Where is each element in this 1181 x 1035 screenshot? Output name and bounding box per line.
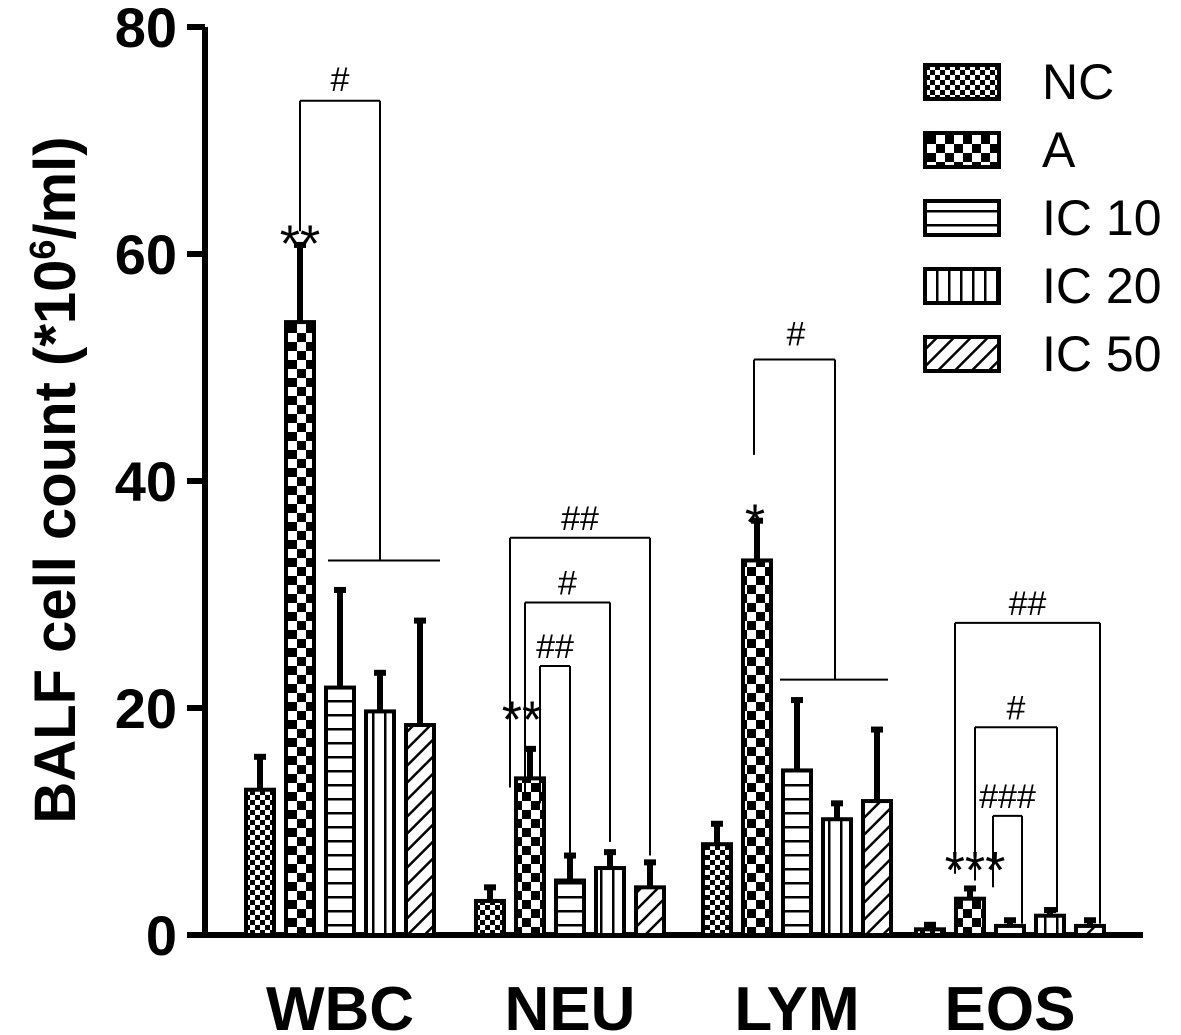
- bars: [244, 241, 1106, 938]
- bracket-label-lym: #: [787, 316, 806, 354]
- y-tick-label-80: 80: [115, 0, 177, 59]
- bracket-label-neu-0: ##: [561, 500, 599, 538]
- bar-neu-2: [554, 878, 586, 938]
- x-category-label-neu: NEU: [505, 975, 636, 1035]
- bar-wbc-3: [364, 709, 396, 938]
- y-axis-title: BALF cell count (*106/ml): [22, 136, 88, 823]
- stars-lym: *: [745, 495, 765, 553]
- legend: NC A IC 10 IC 20 IC 50: [923, 54, 1162, 382]
- legend-swatch-1: [923, 131, 1001, 169]
- bar-eos-2: [994, 923, 1026, 937]
- bar-lym-4: [861, 799, 893, 937]
- bar-eos-3: [1034, 913, 1066, 938]
- y-tick-label-60: 60: [115, 223, 177, 286]
- legend-swatch-3: [923, 267, 1001, 305]
- y-tick-label-0: 0: [146, 904, 177, 967]
- bar-wbc-0: [244, 787, 276, 937]
- significance-annotations: **#**#####*#***######: [280, 61, 1101, 924]
- x-category-label-eos: EOS: [945, 975, 1076, 1035]
- bar-neu-0: [474, 898, 506, 938]
- bar-neu-3: [594, 866, 626, 937]
- y-tick-label-20: 20: [115, 677, 177, 740]
- axes: 0 20 40 60 80 WBC NEU LYM EOS: [115, 0, 1143, 1035]
- bar-lym-1: [741, 558, 773, 937]
- bar-eos-4: [1074, 923, 1106, 937]
- y-axis-title-main: BALF cell count (*10: [23, 260, 88, 824]
- bracket-label-eos-0: ##: [1009, 585, 1047, 623]
- bar-eos-1: [954, 896, 986, 937]
- legend-label-2: IC 10: [1042, 190, 1162, 246]
- legend-swatch-0: [923, 63, 1001, 101]
- bracket-label-eos-1: #: [1007, 689, 1026, 727]
- bracket-label-eos-2: ###: [979, 778, 1036, 816]
- bracket-label-neu-1: #: [558, 564, 577, 602]
- legend-label-4: IC 50: [1042, 326, 1162, 382]
- legend-label-1: A: [1042, 122, 1076, 178]
- x-category-label-lym: LYM: [734, 975, 859, 1035]
- legend-label-0: NC: [1042, 54, 1114, 110]
- legend-swatch-2: [923, 199, 1001, 237]
- legend-swatch-4: [923, 335, 1001, 373]
- bar-lym-2: [781, 768, 813, 937]
- bar-neu-1: [514, 776, 546, 937]
- x-category-label-wbc: WBC: [266, 975, 414, 1035]
- y-axis-title-tail: /ml): [23, 136, 88, 239]
- bar-wbc-4: [404, 723, 436, 938]
- stars-neu: **: [502, 691, 542, 749]
- bar-lym-3: [821, 817, 853, 937]
- legend-label-3: IC 20: [1042, 258, 1162, 314]
- bracket-label-wbc: #: [331, 61, 350, 99]
- y-tick-label-40: 40: [115, 450, 177, 513]
- bar-wbc-1: [284, 320, 316, 938]
- y-axis-title-sup: 6: [22, 240, 63, 260]
- bar-lym-0: [701, 842, 733, 938]
- bar-neu-4: [634, 885, 666, 938]
- bracket-label-neu-2: ##: [536, 628, 574, 666]
- bar-eos-0: [914, 927, 946, 938]
- bar-wbc-2: [324, 685, 356, 937]
